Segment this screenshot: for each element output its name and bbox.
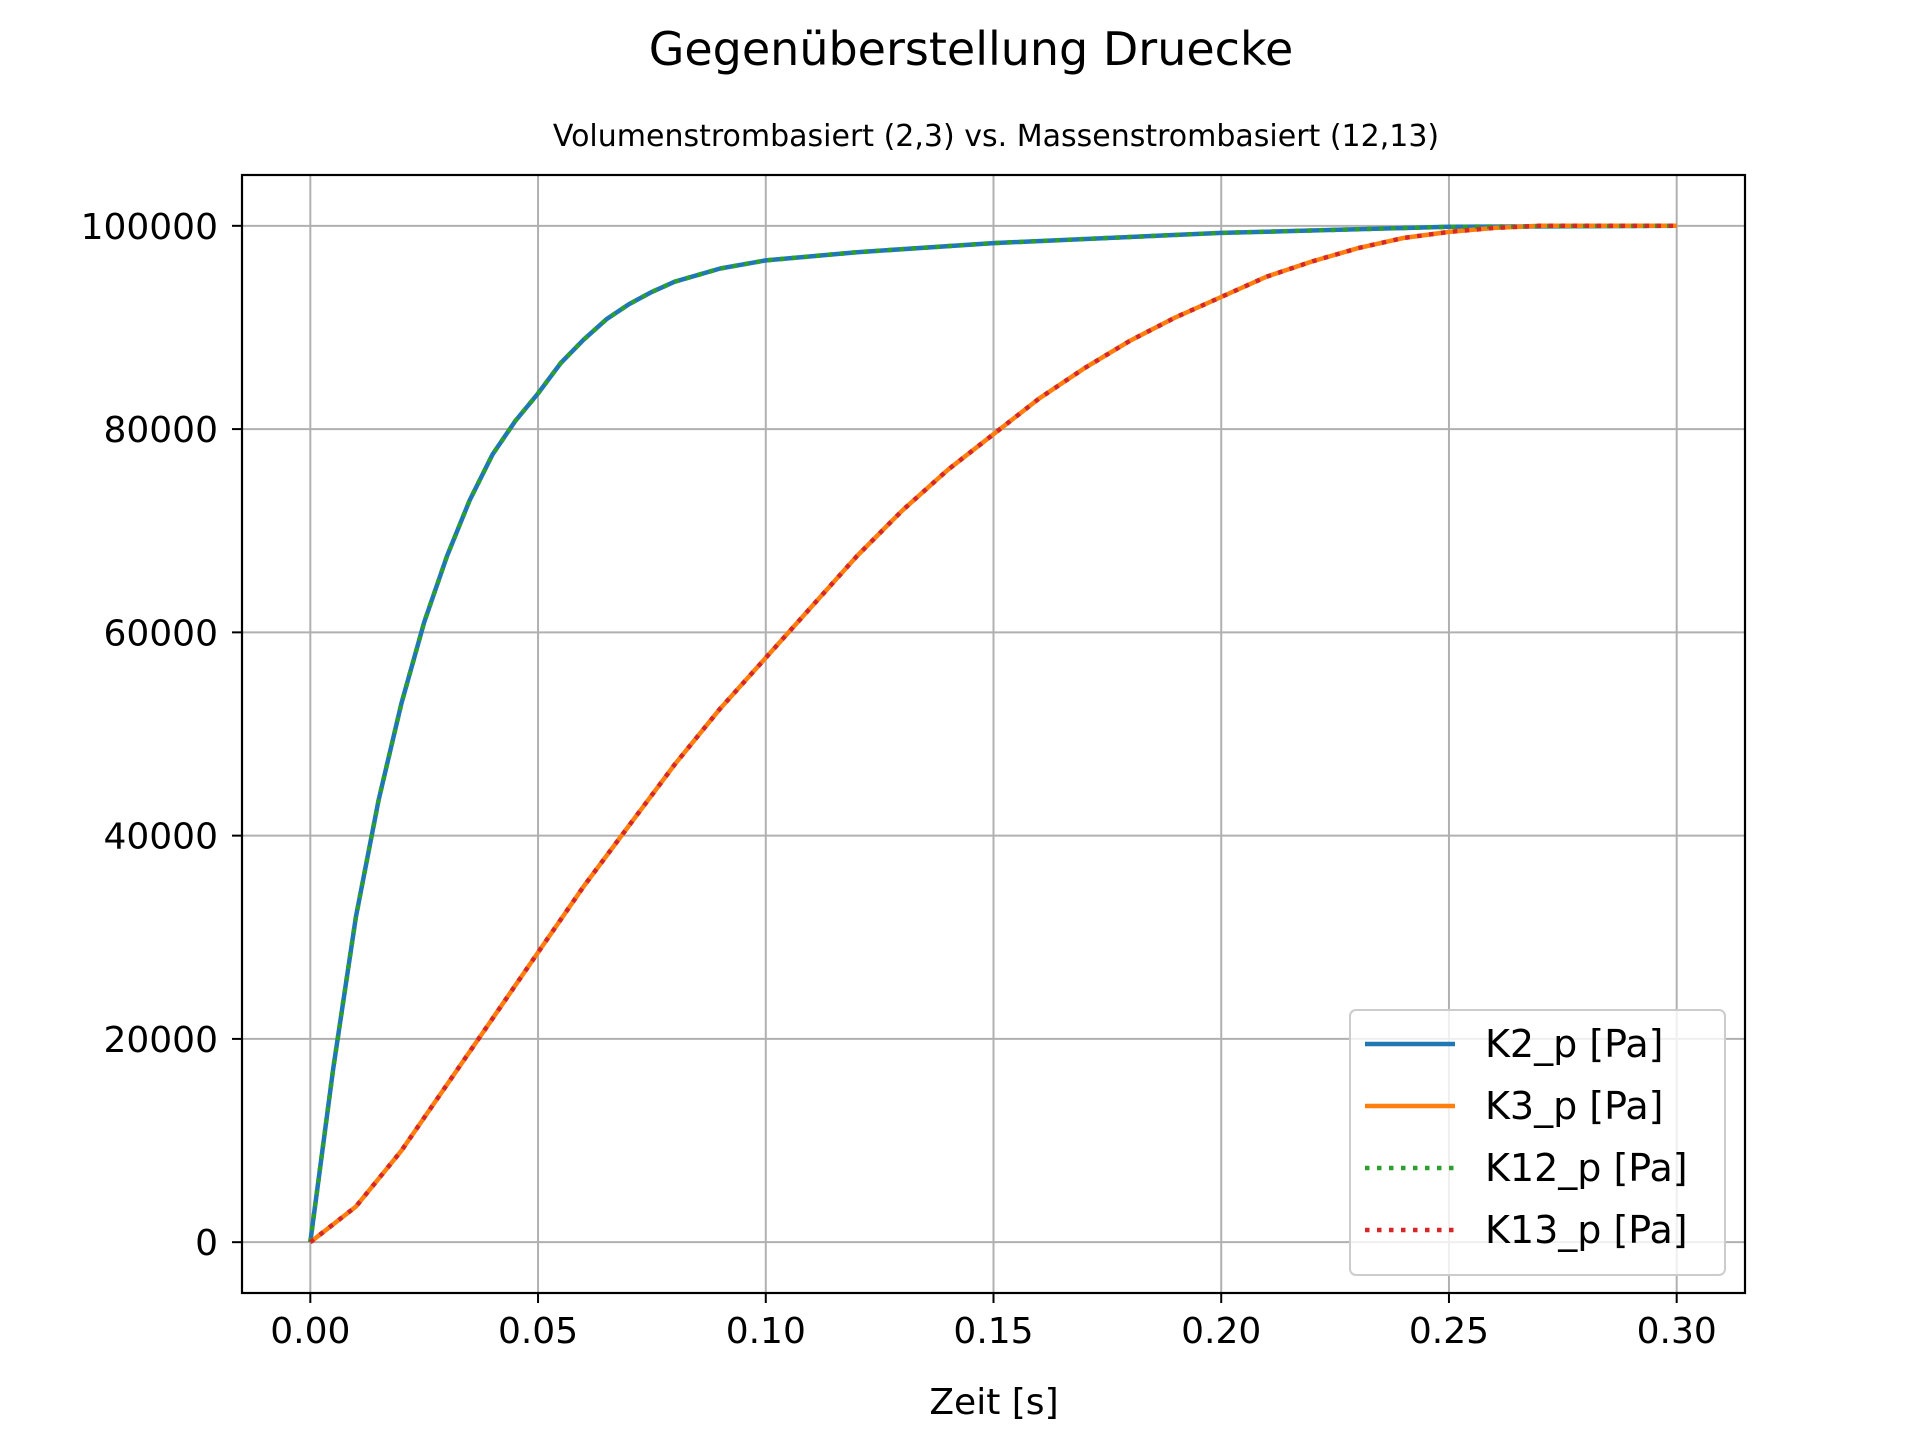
grid-lines [242,175,1745,1293]
y-tick-label: 100000 [81,207,218,248]
x-tick-label: 0.25 [1409,1311,1489,1352]
legend: K2_p [Pa] K3_p [Pa] K12_p [Pa] K13_p [Pa] [1349,1009,1726,1276]
y-tick-label: 60000 [103,613,218,654]
legend-box [1349,1009,1726,1276]
chart-title: Gegenüberstellung Druecke [649,22,1294,76]
legend-label: K3_p [Pa] [1485,1084,1663,1128]
y-tick-label: 20000 [103,1020,218,1061]
series-line-k3 [308,223,1677,1244]
y-tick-label: 0 [195,1223,218,1264]
legend-label: K2_p [Pa] [1485,1022,1663,1066]
x-tick-label: 0.30 [1637,1311,1717,1352]
legend-label: K12_p [Pa] [1485,1146,1688,1190]
axis-ticks: 0.00 0.05 0.10 0.15 0.20 0.25 0.30 0 20000 40000 6… [81,207,1717,1352]
legend-label: K13_p [Pa] [1485,1208,1688,1252]
chart-subtitle: Volumenstrombasiert (2,3) vs. Massenstro… [553,119,1439,154]
plot-series [308,223,1677,1244]
x-axis-label: Zeit [s] [929,1382,1058,1423]
x-tick-label: 0.10 [726,1311,806,1352]
series-line-k12 [308,223,1677,1243]
y-tick-label: 40000 [103,817,218,858]
x-tick-label: 0.05 [498,1311,578,1352]
x-tick-label: 0.15 [953,1311,1033,1352]
x-tick-label: 0.00 [270,1311,350,1352]
y-tick-label: 80000 [103,410,218,451]
x-tick-label: 0.20 [1181,1311,1261,1352]
